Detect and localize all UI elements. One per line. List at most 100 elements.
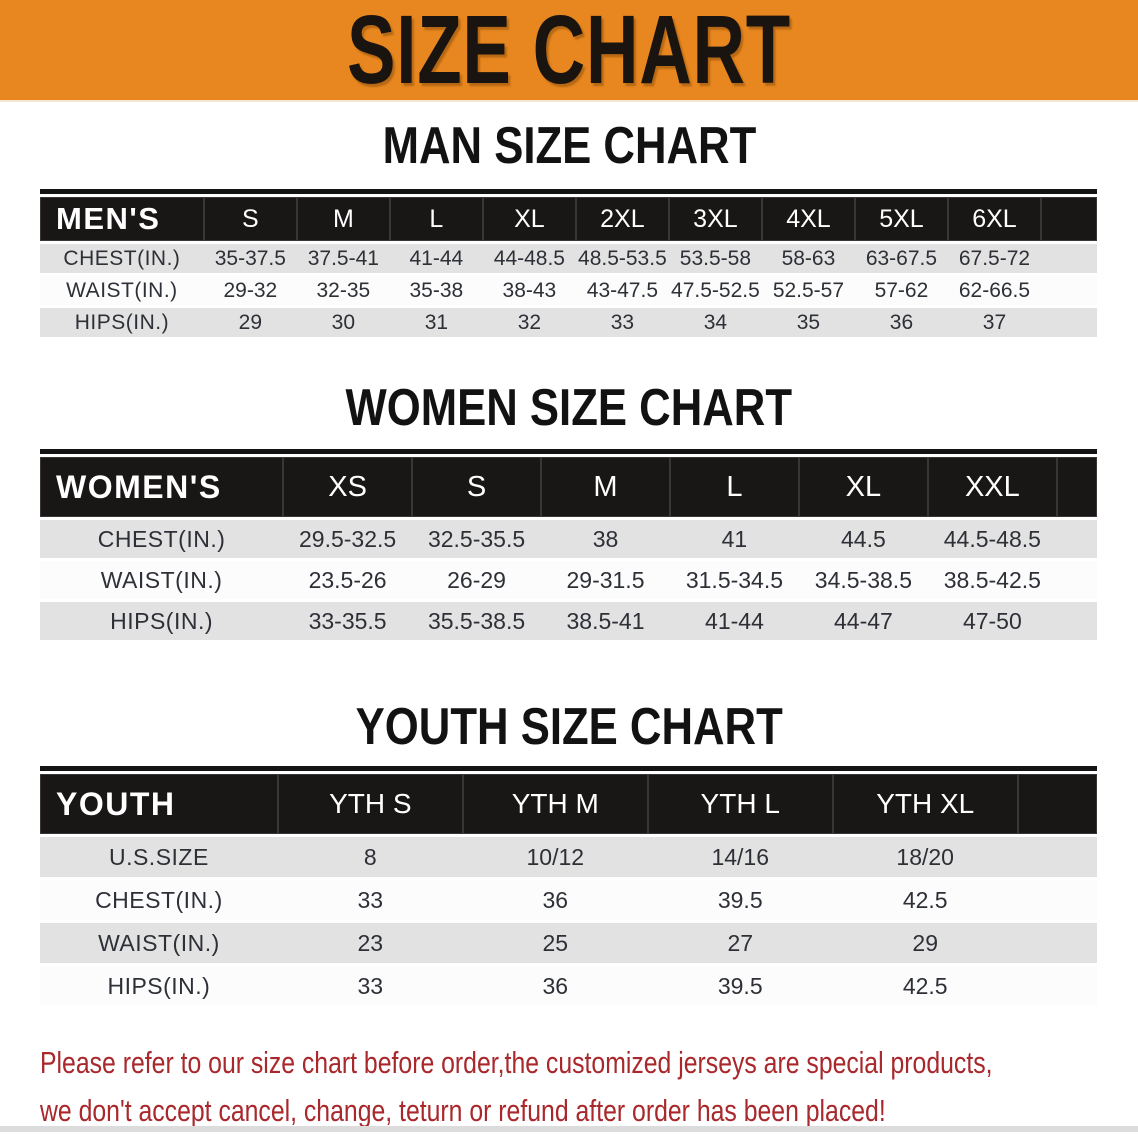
women-col-m: M: [541, 457, 670, 517]
size-cell: 27: [647, 923, 833, 963]
row-label: WAIST(IN.): [40, 923, 278, 963]
size-cell: 36: [462, 880, 648, 920]
size-cell: 29.5-32.5: [283, 520, 413, 558]
size-cell: 36: [462, 966, 648, 1006]
size-cell: 32-35: [296, 276, 390, 305]
men-hips-row: HIPS(IN.) 29 30 31 32 33 34 35 36 37: [40, 308, 1097, 337]
size-cell: 31: [389, 308, 483, 337]
youth-size-table: YOUTH YTH S YTH M YTH L YTH XL U.S.SIZE …: [40, 771, 1097, 1009]
women-section: WOMEN SIZE CHART WOMEN'S XS S M L XL XXL: [0, 380, 1138, 643]
size-cell: 63-67.5: [854, 244, 948, 273]
size-cell: 57-62: [854, 276, 948, 305]
row-label: CHEST(IN.): [40, 880, 278, 920]
women-header-row: WOMEN'S XS S M L XL XXL: [40, 457, 1097, 517]
size-cell: 34: [668, 308, 762, 337]
men-waist-row: WAIST(IN.) 29-32 32-35 35-38 38-43 43-47…: [40, 276, 1097, 305]
size-cell: 33: [575, 308, 669, 337]
size-cell-filler: [1017, 880, 1097, 920]
women-col-xs: XS: [283, 457, 413, 517]
size-cell: 29-32: [203, 276, 297, 305]
women-table-wrap: WOMEN'S XS S M L XL XXL CHEST(IN.) 29.5-…: [40, 449, 1097, 643]
size-cell: 53.5-58: [668, 244, 762, 273]
size-cell-filler: [1056, 520, 1097, 558]
size-cell: 36: [854, 308, 948, 337]
size-cell: 47.5-52.5: [668, 276, 762, 305]
row-label: WAIST(IN.): [40, 561, 284, 599]
size-cell: 43-47.5: [575, 276, 669, 305]
notice-line-2: we don't accept cancel, change, teturn o…: [40, 1093, 886, 1128]
women-hips-row: HIPS(IN.) 33-35.5 35.5-38.5 38.5-41 41-4…: [40, 602, 1097, 640]
women-col-xxl: XXL: [927, 457, 1057, 517]
youth-section-heading: YOUTH SIZE CHART: [355, 698, 783, 756]
size-cell-filler: [1017, 966, 1097, 1006]
men-col-l: L: [389, 197, 483, 241]
size-cell: 34.5-38.5: [798, 561, 928, 599]
size-cell: 32: [482, 308, 576, 337]
men-col-2xl: 2XL: [575, 197, 669, 241]
row-label: HIPS(IN.): [40, 966, 278, 1006]
men-col-m: M: [296, 197, 390, 241]
size-cell: 44-47: [798, 602, 928, 640]
size-cell: 29: [203, 308, 297, 337]
women-heading-wrap: WOMEN SIZE CHART: [0, 380, 1138, 436]
size-cell-filler: [1017, 837, 1097, 877]
size-cell: 48.5-53.5: [575, 244, 669, 273]
row-label: CHEST(IN.): [40, 244, 204, 273]
size-cell: 33-35.5: [283, 602, 413, 640]
men-chest-row: CHEST(IN.) 35-37.5 37.5-41 41-44 44-48.5…: [40, 244, 1097, 273]
row-label: HIPS(IN.): [40, 602, 284, 640]
size-cell: 41: [669, 520, 799, 558]
size-cell: 41-44: [389, 244, 483, 273]
men-size-table: MEN'S S M L XL 2XL 3XL 4XL 5XL 6XL CHEST…: [40, 194, 1097, 340]
youth-col-s: YTH S: [277, 774, 463, 834]
women-table-label: WOMEN'S: [40, 457, 284, 517]
size-cell: 62-66.5: [947, 276, 1041, 305]
size-cell: 29-31.5: [541, 561, 670, 599]
size-cell: 35: [761, 308, 855, 337]
size-cell: 39.5: [647, 966, 833, 1006]
youth-hips-row: HIPS(IN.) 33 36 39.5 42.5: [40, 966, 1097, 1006]
size-cell: 44-48.5: [482, 244, 576, 273]
women-section-heading: WOMEN SIZE CHART: [345, 379, 793, 437]
size-cell: 41-44: [669, 602, 799, 640]
size-cell: 18/20: [832, 837, 1018, 877]
banner: SIZE CHART: [0, 0, 1138, 102]
men-col-s: S: [203, 197, 297, 241]
men-col-4xl: 4XL: [761, 197, 855, 241]
women-col-filler: [1056, 457, 1097, 517]
youth-table-label: YOUTH: [40, 774, 278, 834]
men-col-6xl: 6XL: [947, 197, 1041, 241]
size-cell: 8: [277, 837, 463, 877]
women-col-l: L: [669, 457, 799, 517]
size-cell: 29: [832, 923, 1018, 963]
men-col-3xl: 3XL: [668, 197, 762, 241]
footer-notice: Please refer to our size chart before or…: [40, 1039, 1138, 1135]
size-cell: 38.5-41: [541, 602, 670, 640]
size-cell: 26-29: [412, 561, 542, 599]
size-cell: 58-63: [761, 244, 855, 273]
size-cell: 14/16: [647, 837, 833, 877]
men-section-heading: MAN SIZE CHART: [382, 117, 756, 175]
size-cell: 38: [541, 520, 670, 558]
youth-ussize-row: U.S.SIZE 8 10/12 14/16 18/20: [40, 837, 1097, 877]
size-cell-filler: [1040, 244, 1097, 273]
size-cell: 37: [947, 308, 1041, 337]
men-table-label: MEN'S: [40, 197, 204, 241]
youth-waist-row: WAIST(IN.) 23 25 27 29: [40, 923, 1097, 963]
size-cell-filler: [1040, 276, 1097, 305]
women-col-s: S: [412, 457, 542, 517]
men-col-filler: [1040, 197, 1097, 241]
row-label: WAIST(IN.): [40, 276, 204, 305]
youth-header-row: YOUTH YTH S YTH M YTH L YTH XL: [40, 774, 1097, 834]
men-col-5xl: 5XL: [854, 197, 948, 241]
youth-section: YOUTH SIZE CHART YOUTH YTH S YTH M YTH L…: [0, 699, 1138, 1009]
size-cell: 33: [277, 880, 463, 920]
size-cell: 25: [462, 923, 648, 963]
size-cell: 37.5-41: [296, 244, 390, 273]
size-cell: 35.5-38.5: [412, 602, 542, 640]
youth-col-m: YTH M: [462, 774, 648, 834]
youth-col-xl: YTH XL: [832, 774, 1018, 834]
size-cell: 44.5-48.5: [927, 520, 1057, 558]
size-cell: 38.5-42.5: [927, 561, 1057, 599]
youth-table-wrap: YOUTH YTH S YTH M YTH L YTH XL U.S.SIZE …: [40, 766, 1097, 1009]
